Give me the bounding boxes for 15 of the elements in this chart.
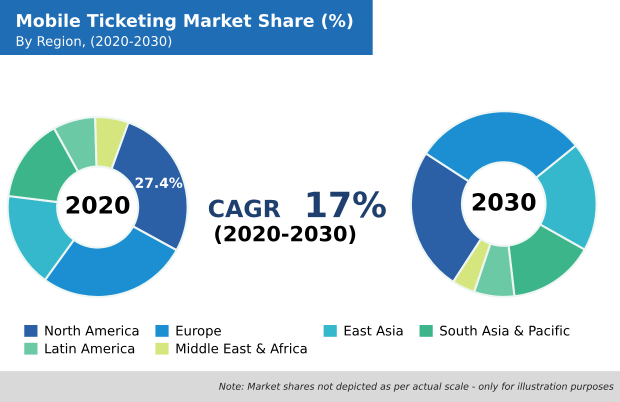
legend-label: North America: [45, 325, 138, 336]
legend-label: Latin America: [45, 343, 134, 354]
legend-label: East Asia: [344, 325, 403, 336]
chart-title: Mobile Ticketing Market Share (%): [17, 14, 352, 31]
text: 2030: [472, 193, 536, 211]
legend-label: Middle East & Africa: [176, 343, 307, 354]
chart-subtitle: By Region, (2020-2030): [16, 36, 172, 49]
legend-label: South Asia & Pacific: [440, 325, 570, 336]
data-label: 27.4%: [136, 178, 182, 188]
text: Note: Market shares not depicted as per actual scale - only for illustration purposes: [219, 382, 614, 392]
text: 2020: [66, 196, 130, 214]
text: CAGR: [208, 200, 280, 218]
text: (2020-2030): [215, 225, 356, 244]
legend-label: Europe: [176, 326, 221, 338]
text: 17%: [308, 191, 386, 218]
